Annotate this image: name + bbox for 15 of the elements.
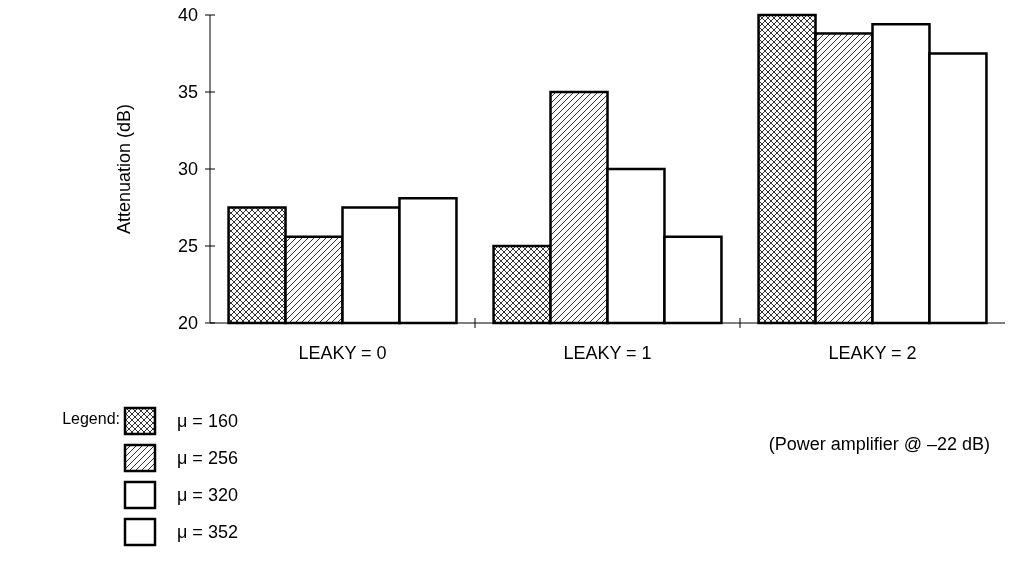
y-tick-label: 30 bbox=[177, 159, 198, 180]
text: (Power amplifier @ –22 dB) bbox=[768, 434, 990, 454]
legend-title: Legend: bbox=[62, 410, 120, 427]
x-tick-label: LEAKY = 1 bbox=[563, 343, 652, 363]
legend-label: μ = 256 bbox=[177, 448, 238, 468]
legend-label: μ = 160 bbox=[177, 411, 238, 431]
y-tick-label: 25 bbox=[177, 236, 198, 257]
legend-label: μ = 320 bbox=[177, 485, 238, 505]
x-tick-label: LEAKY = 2 bbox=[828, 343, 917, 363]
y-tick-label: 35 bbox=[177, 82, 198, 103]
y-axis-title: Attenuation (dB) bbox=[114, 103, 134, 235]
legend-label: μ = 352 bbox=[177, 522, 238, 542]
y-tick-label: 20 bbox=[177, 313, 198, 334]
x-tick-label: LEAKY = 0 bbox=[298, 343, 387, 363]
y-tick-label: 40 bbox=[177, 5, 198, 26]
